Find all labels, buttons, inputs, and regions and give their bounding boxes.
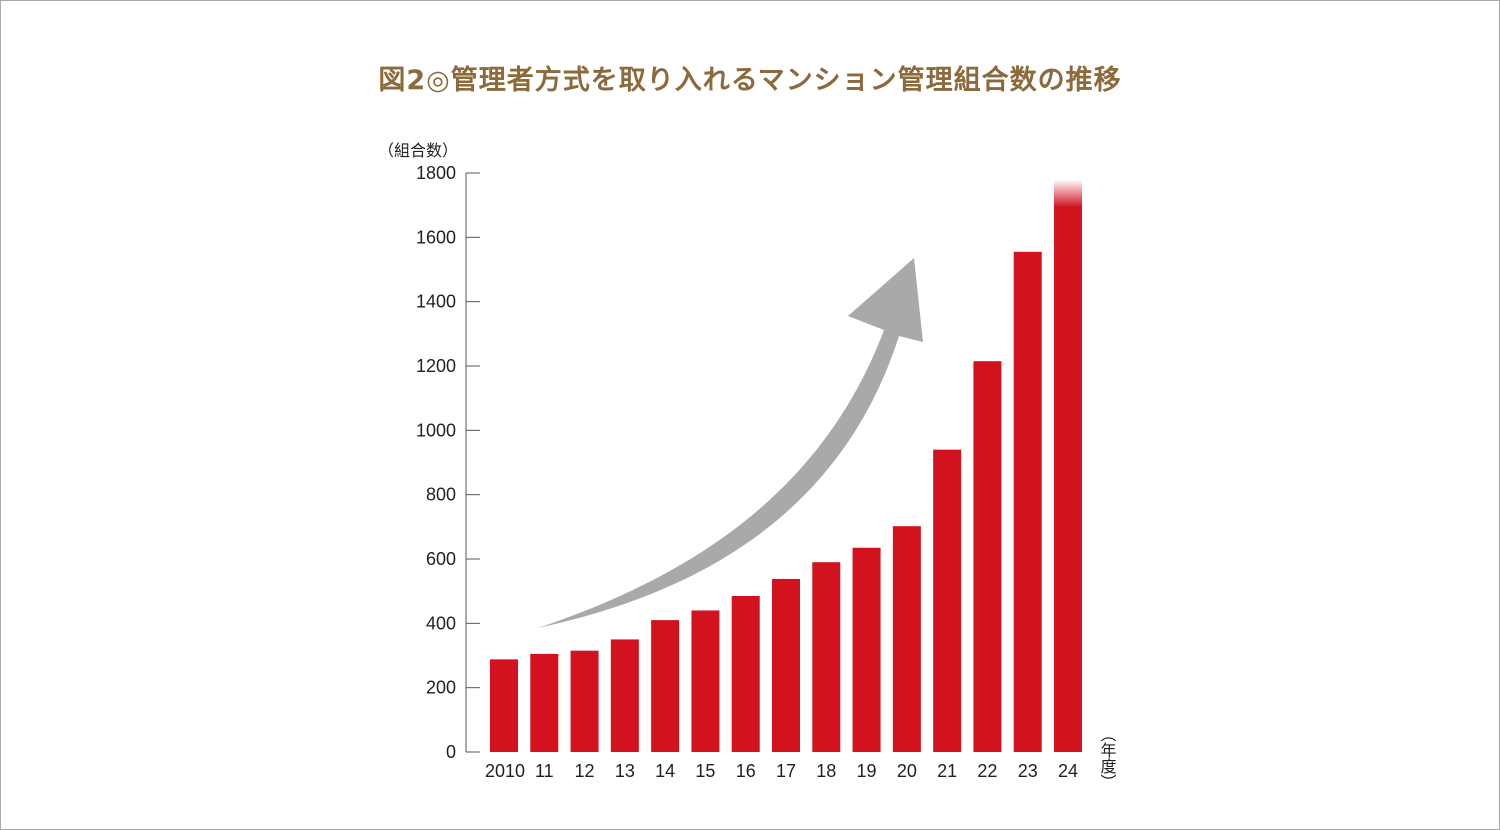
bar (490, 659, 518, 752)
trend-arrow (538, 258, 923, 628)
y-tick-label: 0 (446, 742, 456, 762)
x-tick-label: 22 (977, 761, 997, 781)
y-tick-label: 400 (426, 613, 456, 633)
y-tick-label: 800 (426, 485, 456, 505)
x-tick-label: 18 (816, 761, 836, 781)
x-tick-label: 14 (655, 761, 675, 781)
bar (1054, 206, 1082, 752)
bar (530, 653, 559, 752)
bar (651, 620, 680, 752)
bar (691, 610, 720, 752)
x-tick-label: 2010 (485, 761, 525, 781)
bar (1013, 251, 1042, 752)
bar (610, 639, 639, 752)
x-tick-label: 21 (937, 761, 957, 781)
chart-title: 図2◎管理者方式を取り入れるマンション管理組合数の推移 (378, 65, 1122, 96)
x-tick-label: 17 (776, 761, 796, 781)
x-tick-label: 24 (1058, 761, 1078, 781)
bar (892, 526, 921, 752)
bar (731, 595, 760, 752)
bar (570, 650, 599, 752)
x-tick-label: 12 (575, 761, 595, 781)
bar (812, 562, 841, 752)
y-tick-label: 1600 (416, 227, 456, 247)
y-tick-label: 1400 (416, 292, 456, 312)
y-tick-label: 600 (426, 549, 456, 569)
bar (973, 361, 1002, 752)
x-tick-label: 19 (857, 761, 877, 781)
x-axis-unit: （年度） (1098, 726, 1117, 790)
x-tick-label: 13 (615, 761, 635, 781)
x-tick-label: 15 (695, 761, 715, 781)
bar-fade (1054, 179, 1082, 208)
y-tick-label: 1000 (416, 420, 456, 440)
y-axis-unit: （組合数） (378, 141, 458, 160)
x-tick-label: 16 (736, 761, 756, 781)
y-tick-label: 200 (426, 678, 456, 698)
y-tick-label: 1800 (416, 163, 456, 183)
bar (772, 578, 800, 752)
bar (933, 449, 962, 752)
x-tick-label: 23 (1018, 761, 1038, 781)
bar (852, 547, 881, 752)
y-tick-label: 1200 (416, 356, 456, 376)
x-tick-label: 20 (897, 761, 917, 781)
x-tick-label: 11 (535, 761, 554, 781)
